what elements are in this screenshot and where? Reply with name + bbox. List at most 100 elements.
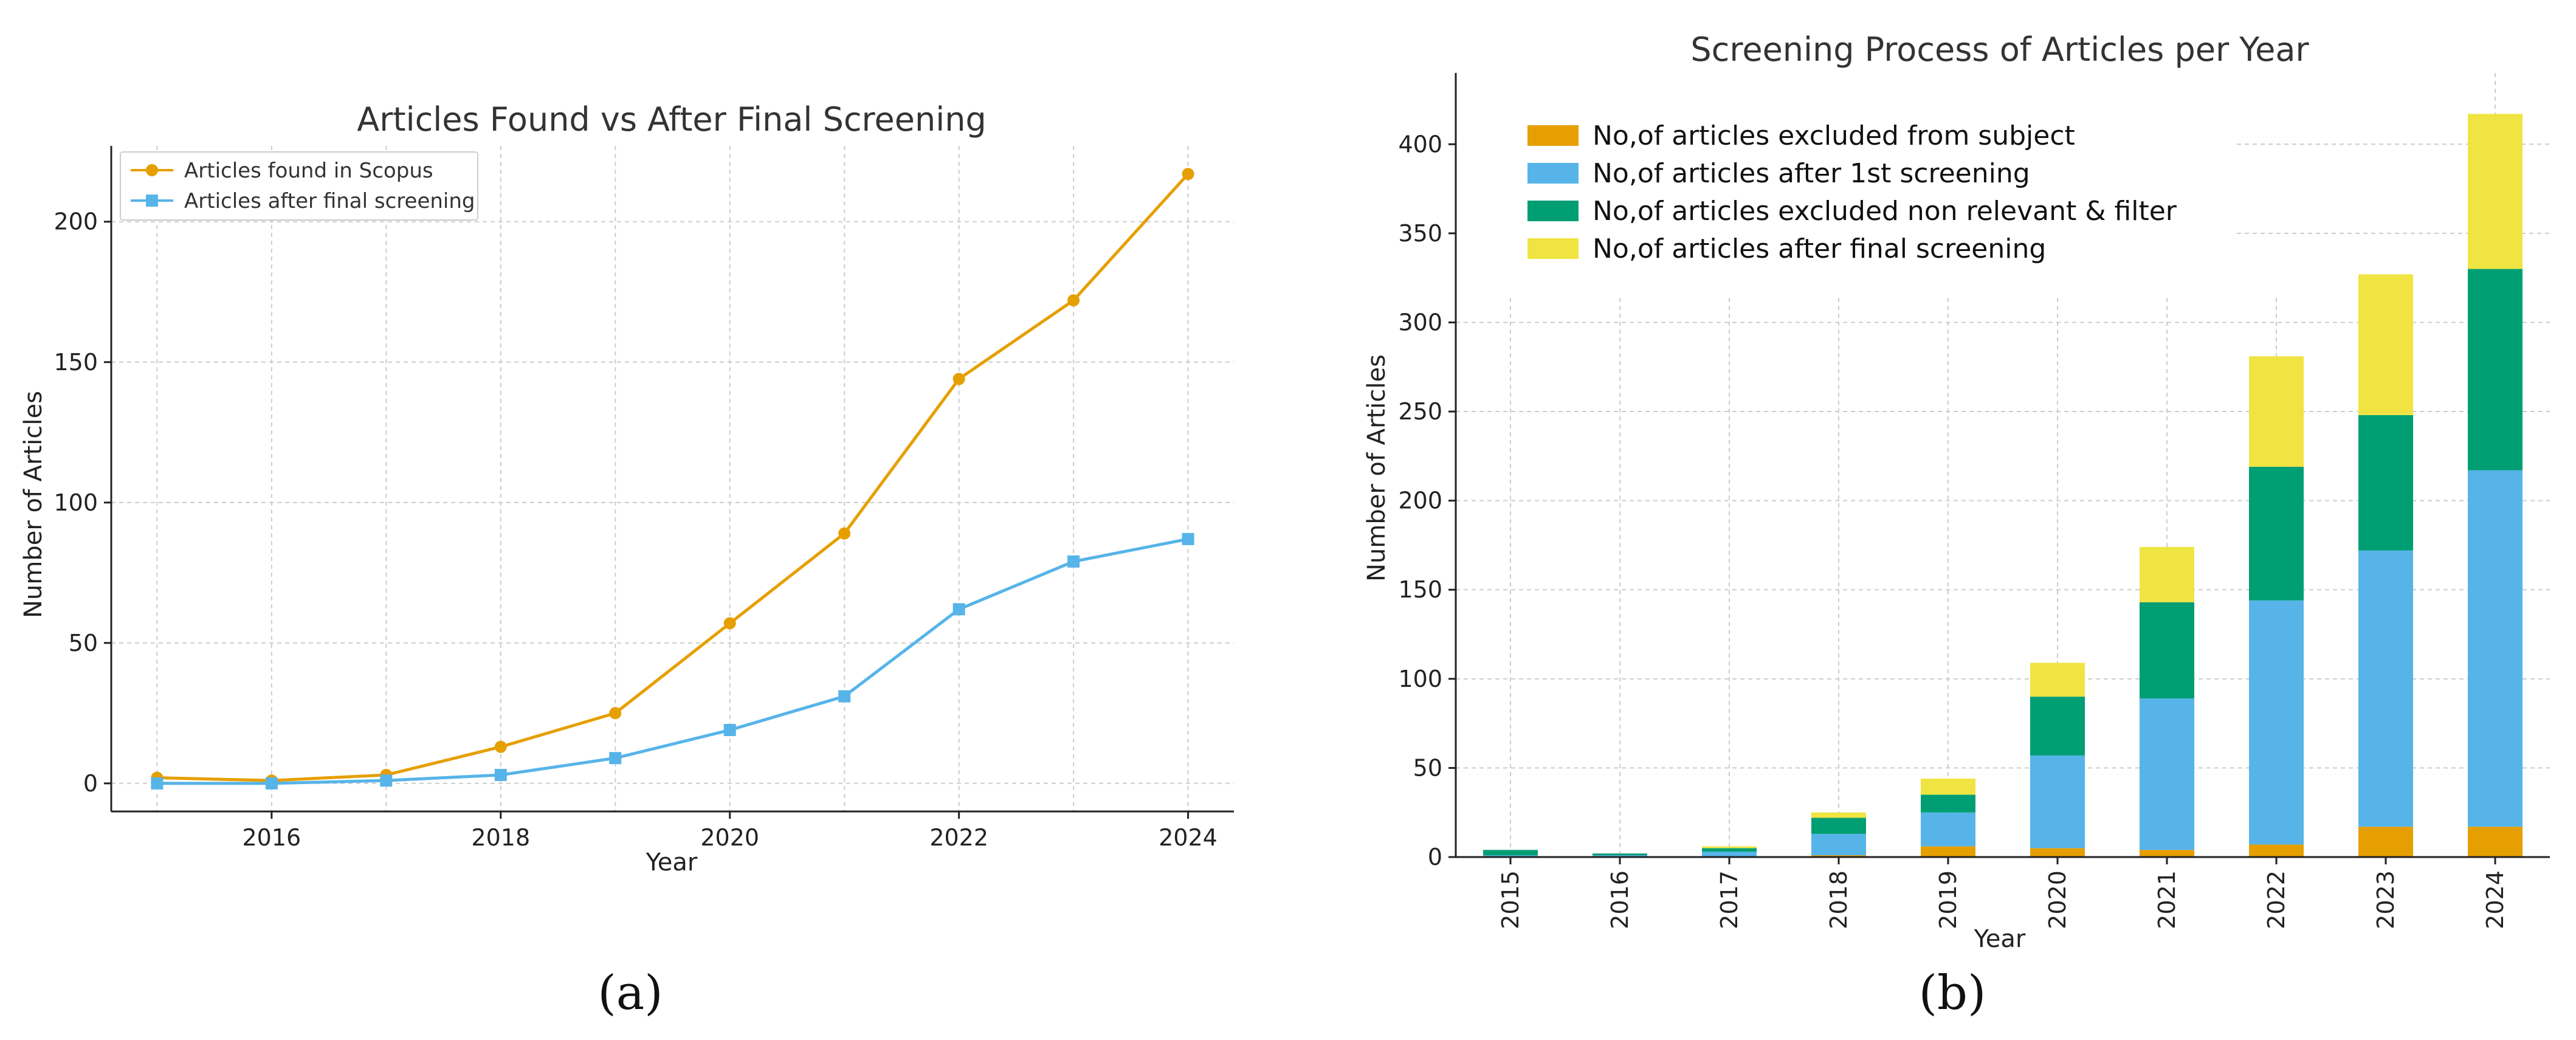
x-tick-a-label: 2022	[929, 824, 988, 851]
bar-2022-series-2	[2249, 466, 2304, 601]
bar-2022-series-1	[2249, 600, 2304, 845]
bar-2023-series-3	[2358, 274, 2413, 415]
chart-a-x-axis-label: Year	[646, 849, 698, 876]
chart-b-y-axis-label: Number of Articles	[1363, 354, 1391, 582]
legend-a-marker-scopus	[146, 164, 158, 176]
bar-2019-series-3	[1921, 779, 1975, 795]
x-tick-b-label: 2018	[1825, 870, 1852, 929]
legend-b-swatch-excluded-subject	[1527, 125, 1579, 146]
x-tick-b-label: 2022	[2263, 870, 2290, 929]
y-tick-b-label: 100	[1398, 666, 1442, 692]
bar-2024-series-0	[2468, 827, 2523, 857]
point-1-2021	[838, 690, 851, 703]
y-tick-b-label: 0	[1428, 844, 1442, 870]
y-tick-a-label: 150	[53, 349, 98, 376]
point-0-2020	[723, 617, 736, 630]
y-tick-b-label: 150	[1398, 576, 1442, 603]
point-0-2018	[494, 740, 507, 753]
y-tick-b-label: 50	[1413, 754, 1442, 781]
chart-b-axes	[1455, 73, 2550, 858]
x-tick-b-label: 2017	[1716, 870, 1743, 929]
legend-a-label-scopus: Articles found in Scopus	[184, 159, 433, 183]
y-tick-b-label: 200	[1398, 487, 1442, 514]
chart-b-x-ticks: 2015 2016 2017 2018 2019 2020 2021 2022 2023 2024	[1497, 857, 2509, 929]
chart-b-legend-box	[1517, 103, 2234, 280]
y-tick-b-label: 350	[1398, 220, 1442, 247]
chart-a-title: Articles Found vs After Final Screening	[357, 100, 986, 139]
bar-2021-series-3	[2140, 546, 2194, 602]
point-1-2016	[265, 777, 278, 790]
bar-2016-series-2	[1593, 853, 1647, 856]
point-1-2019	[609, 752, 622, 765]
chart-a-x-ticks: 2016 2018 2020 2022 2024	[242, 811, 1217, 851]
chart-b-legend: No,of articles excluded from subject No,…	[1517, 103, 2234, 280]
x-tick-b-label: 2023	[2372, 870, 2399, 929]
bar-2021-series-0	[2140, 850, 2194, 857]
legend-b-label-excluded-subject: No,of articles excluded from subject	[1593, 120, 2075, 151]
chart-b-title: Screening Process of Articles per Year	[1690, 30, 2309, 69]
y-tick-b-label: 250	[1398, 398, 1442, 425]
point-1-2023	[1067, 555, 1080, 568]
bar-2021-series-2	[2140, 602, 2194, 699]
bar-2017-series-3	[1702, 846, 1757, 849]
chart-b-bars	[1483, 114, 2523, 857]
bar-2022-series-0	[2249, 844, 2304, 857]
bar-2020-series-3	[2030, 663, 2085, 697]
chart-a-series	[151, 168, 1194, 790]
point-0-2021	[838, 527, 851, 540]
point-1-2024	[1182, 532, 1194, 545]
x-tick-b-label: 2024	[2482, 870, 2509, 929]
bar-2018-series-3	[1811, 812, 1866, 818]
bar-2018-series-2	[1811, 818, 1866, 834]
bar-2024-series-1	[2468, 470, 2523, 827]
bar-2021-series-1	[2140, 698, 2194, 850]
legend-b-swatch-after-first	[1527, 163, 1579, 184]
point-1-2022	[952, 603, 965, 616]
chart-b: Screening Process of Articles per Year 0…	[1363, 30, 2550, 1021]
bar-2018-series-1	[1811, 833, 1866, 856]
y-tick-b-label: 400	[1398, 131, 1442, 157]
y-tick-a-label: 100	[53, 489, 98, 516]
bar-2023-series-2	[2358, 415, 2413, 551]
x-tick-b-label: 2021	[2154, 870, 2180, 929]
series-line-0	[157, 173, 1190, 782]
panel-label-b: (b)	[1919, 966, 1986, 1021]
bar-2019-series-2	[1921, 794, 1975, 813]
bar-2022-series-3	[2249, 356, 2304, 467]
y-tick-b-label: 300	[1398, 309, 1442, 336]
x-tick-a-label: 2018	[471, 824, 530, 851]
legend-b-label-excluded-nonrelevant: No,of articles excluded non relevant & f…	[1593, 196, 2177, 227]
bar-2024-series-3	[2468, 114, 2523, 269]
chart-a-y-axis-label: Number of Articles	[19, 391, 47, 618]
bar-2017-series-1	[1702, 852, 1757, 857]
point-0-2019	[609, 707, 622, 720]
point-0-2023	[1067, 294, 1080, 307]
y-tick-a-label: 200	[53, 208, 98, 235]
point-1-2015	[151, 777, 164, 790]
bar-2023-series-0	[2358, 827, 2413, 857]
bar-2020-series-1	[2030, 755, 2085, 849]
x-tick-a-label: 2020	[700, 824, 759, 851]
legend-b-label-after-first: No,of articles after 1st screening	[1593, 158, 2030, 189]
point-0-2024	[1182, 168, 1194, 181]
y-tick-a-label: 50	[69, 630, 98, 656]
legend-b-swatch-excluded-nonrelevant	[1527, 201, 1579, 221]
bar-2020-series-0	[2030, 848, 2085, 857]
chart-a: Articles Found vs After Final Screening …	[19, 100, 1234, 1021]
chart-a-legend-box	[120, 151, 478, 221]
bar-2024-series-2	[2468, 269, 2523, 470]
bar-2019-series-1	[1921, 812, 1975, 847]
legend-b-swatch-after-final	[1527, 238, 1579, 259]
panel-label-a: (a)	[598, 966, 663, 1021]
x-tick-a-label: 2024	[1159, 824, 1217, 851]
series-line-1	[157, 537, 1189, 785]
chart-a-legend: Articles found in Scopus Articles after …	[120, 151, 478, 221]
point-1-2018	[494, 768, 507, 781]
point-0-2022	[952, 373, 965, 385]
chart-b-x-axis-label: Year	[1974, 925, 2026, 953]
legend-b-label-after-final: No,of articles after final screening	[1593, 233, 2046, 264]
chart-b-y-ticks: 0 50 100 150 200 250 300 350 400	[1398, 131, 1456, 870]
x-tick-b-label: 2019	[1935, 870, 1961, 929]
bar-2019-series-0	[1921, 846, 1975, 857]
